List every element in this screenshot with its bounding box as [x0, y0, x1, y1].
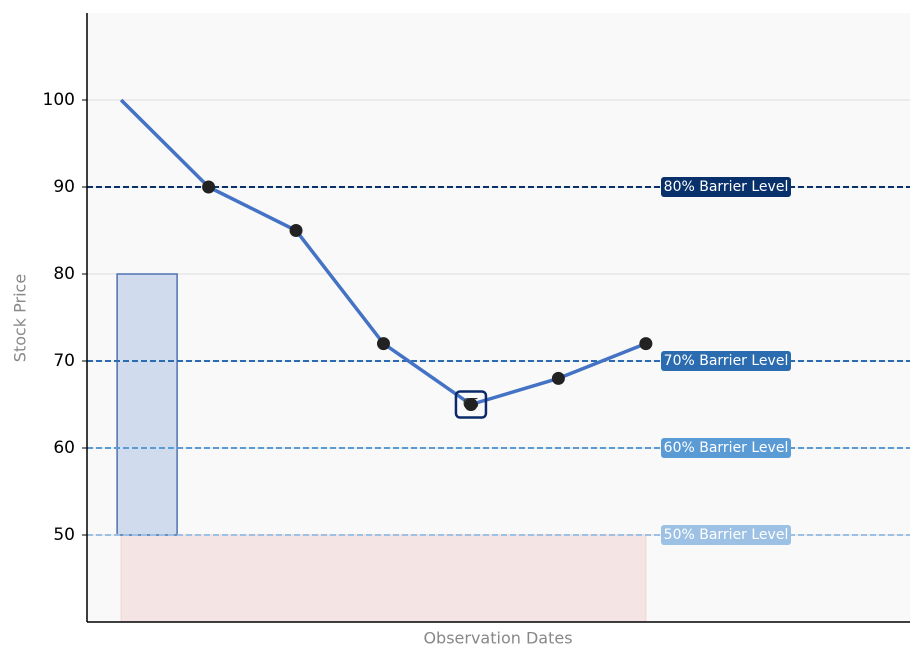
barrier-label: 50% Barrier Level: [664, 527, 789, 543]
highlight-box: [454, 390, 488, 419]
y-tick-label: 50: [53, 525, 75, 545]
y-tick-label: 80: [53, 264, 75, 284]
barrier-label-box: [661, 351, 791, 371]
y-axis-label: Stock Price: [11, 274, 30, 362]
x-axis-label: Observation Dates: [423, 629, 572, 648]
data-point: [289, 224, 303, 237]
y-tick-label: 70: [53, 351, 75, 371]
barrier-label-box: [661, 177, 791, 197]
plot-area: [87, 13, 910, 622]
data-point: [639, 337, 653, 351]
y-tick-label: 90: [53, 177, 75, 197]
range-bar: [116, 273, 178, 536]
barrier-label-box: [661, 438, 791, 458]
data-point: [202, 180, 216, 194]
data-point: [376, 337, 390, 351]
barrier-label-box: [661, 525, 791, 545]
data-point: [464, 398, 478, 411]
loss-zone: [120, 534, 647, 623]
barrier-label: 70% Barrier Level: [664, 353, 789, 369]
data-point: [551, 371, 565, 385]
y-tick-label: 60: [53, 438, 75, 458]
y-tick-label: 100: [43, 90, 75, 110]
barrier-label: 60% Barrier Level: [664, 440, 789, 456]
barrier-label: 80% Barrier Level: [664, 179, 789, 195]
